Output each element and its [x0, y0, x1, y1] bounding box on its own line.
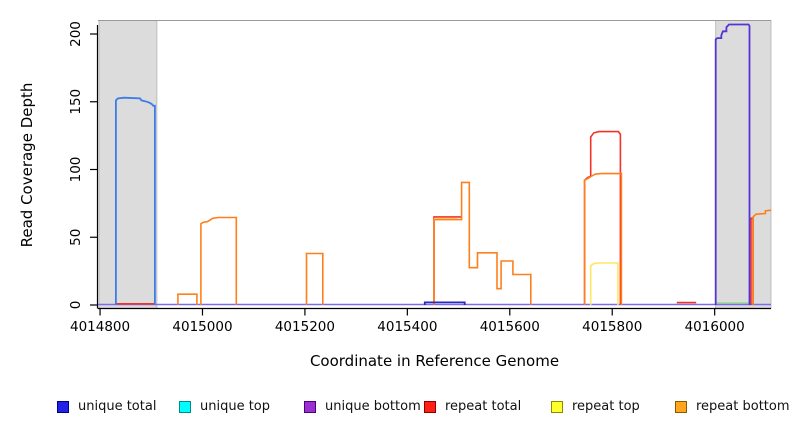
series-unique-total-right-block: [714, 23, 751, 305]
series-repeat-bottom: [177, 293, 198, 305]
x-tick-label: 4015400: [377, 319, 437, 335]
series-repeat-bottom: [433, 181, 532, 305]
series-repeat-bottom: [752, 209, 772, 305]
series-repeat-bottom: [305, 252, 324, 305]
shaded-region-0: [98, 20, 158, 309]
y-tick-label: 150: [68, 89, 84, 115]
y-tick-label: 100: [68, 157, 84, 183]
series-repeat-total: [433, 216, 462, 305]
series-repeat-bottom: [583, 172, 623, 305]
x-tick-label: 4014800: [70, 319, 130, 335]
y-axis-label: Read Coverage Depth: [18, 82, 36, 248]
y-tick-label: 50: [68, 229, 84, 246]
x-tick-label: 4015000: [172, 319, 232, 335]
shaded-region-1: [715, 20, 772, 309]
series-repeat-top: [589, 262, 619, 305]
x-tick-label: 4016000: [685, 319, 745, 335]
y-tick-label: 0: [68, 301, 84, 310]
series-repeat-bottom: [200, 216, 238, 305]
x-axis-label: Coordinate in Reference Genome: [309, 352, 560, 370]
x-tick-label: 4015200: [275, 319, 335, 335]
series-unique-total-left-block: [115, 96, 156, 305]
series-unique-total-low-bump-mid: [423, 301, 466, 305]
y-tick-label: 200: [68, 21, 84, 47]
x-tick-label: 4015800: [582, 319, 642, 335]
x-tick-label: 4015600: [480, 319, 540, 335]
